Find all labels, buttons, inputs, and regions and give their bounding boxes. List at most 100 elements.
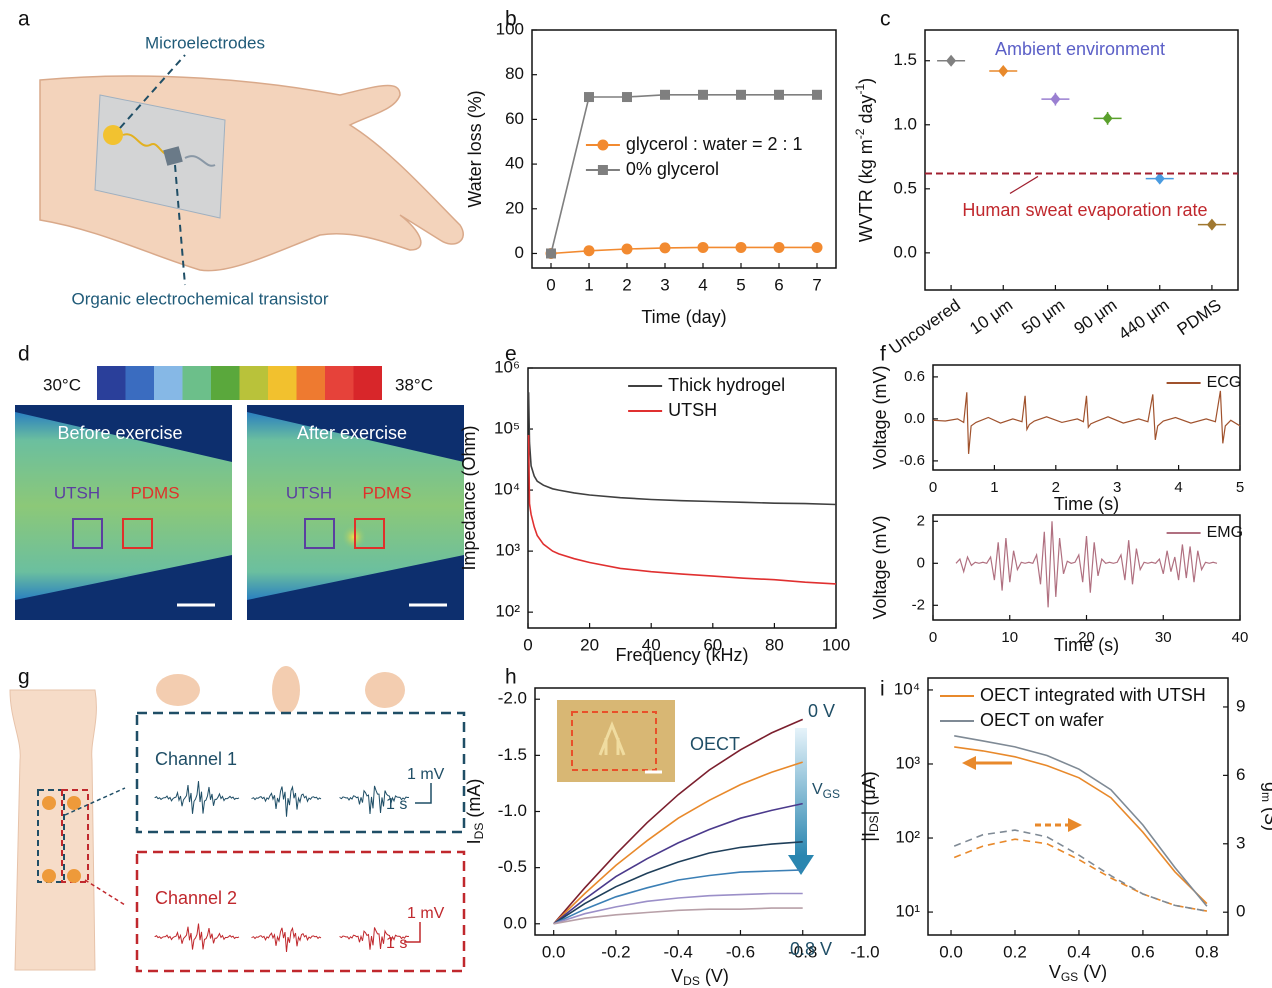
channel-title: Channel 1 bbox=[155, 749, 237, 769]
x-tick-label: 4 bbox=[1174, 479, 1182, 496]
colorbar-swatch bbox=[297, 366, 326, 400]
point bbox=[622, 244, 633, 255]
y-tick-label: -2 bbox=[912, 596, 925, 613]
series-line bbox=[554, 870, 803, 924]
label-part: V bbox=[1049, 962, 1061, 982]
x-tick-label: 0 bbox=[523, 635, 532, 654]
x-tick-label: 40 bbox=[1232, 629, 1249, 646]
x-axis-label: Time (s) bbox=[1054, 635, 1119, 655]
x-tick-label: 5 bbox=[1236, 479, 1244, 496]
y-axis-label: IDS (mA) bbox=[464, 779, 486, 845]
series-line bbox=[954, 830, 1207, 911]
electrode bbox=[42, 796, 56, 810]
label-part: V bbox=[812, 781, 823, 798]
x-tick-label: 4 bbox=[698, 275, 707, 294]
y-tick-label: 10⁴ bbox=[494, 480, 520, 499]
image-title: After exercise bbox=[297, 423, 407, 443]
y-tick-label: 10² bbox=[895, 828, 920, 847]
gesture-icon bbox=[272, 666, 300, 714]
x-tick-label: 0.0 bbox=[542, 942, 566, 961]
point bbox=[584, 92, 594, 102]
y-tick-label: -1.0 bbox=[498, 801, 527, 820]
point bbox=[812, 90, 822, 100]
x-tick-label: 0.6 bbox=[1131, 942, 1155, 961]
label-part: GS bbox=[1061, 970, 1078, 984]
panel-label: a bbox=[18, 8, 30, 31]
colorbar-label: 38°C bbox=[395, 375, 433, 394]
y-tick-label: 10⁴ bbox=[894, 679, 920, 698]
x-tick-label: 10 bbox=[1001, 629, 1018, 646]
legend-marker bbox=[598, 165, 608, 175]
x-tick-label: 1 bbox=[584, 275, 593, 294]
y-tick-label: 80 bbox=[505, 64, 524, 83]
vgs-arrow bbox=[795, 728, 807, 856]
y-tick-label: 0.0 bbox=[503, 913, 527, 932]
annotation: 0 V bbox=[808, 701, 835, 721]
label-part: GS bbox=[823, 787, 840, 801]
label-part: |I bbox=[859, 832, 879, 842]
legend-label: OECT integrated with UTSH bbox=[980, 685, 1206, 705]
legend-label: OECT on wafer bbox=[980, 710, 1104, 730]
point bbox=[774, 90, 784, 100]
y2-tick-label: 9 bbox=[1236, 696, 1245, 715]
annotation: 0.8 V bbox=[790, 939, 832, 959]
label-part: DS bbox=[683, 974, 700, 988]
x-tick-label: 0 bbox=[929, 629, 937, 646]
panel-label: c bbox=[880, 8, 891, 31]
electrode bbox=[42, 869, 56, 883]
x-axis-label: VGS (V) bbox=[1049, 962, 1107, 984]
x-tick-label: Uncovered bbox=[886, 295, 964, 358]
y2-axis-label: gm (S) bbox=[1259, 782, 1272, 831]
y-axis-label: Voltage (mV) bbox=[870, 365, 890, 469]
panel-label: f bbox=[880, 343, 886, 366]
y-tick-label: 10² bbox=[495, 602, 520, 621]
x-tick-label: 20 bbox=[580, 635, 599, 654]
x-axis-label: Time (s) bbox=[1054, 494, 1119, 514]
illustration-a: Microelectrodes Organic electrochemical … bbox=[40, 33, 463, 308]
point bbox=[622, 92, 632, 102]
x-tick-label: 5 bbox=[736, 275, 745, 294]
vgs-arrowhead bbox=[788, 855, 814, 875]
axis-arrows bbox=[962, 756, 1082, 832]
panel-label: d bbox=[18, 343, 30, 366]
y-tick-label: -1.5 bbox=[498, 745, 527, 764]
y-tick-label: 0.6 bbox=[904, 368, 925, 385]
y-axis-label: |IDS| (μA) bbox=[859, 771, 881, 841]
point bbox=[1050, 93, 1060, 105]
label-part: g bbox=[1261, 782, 1272, 792]
x-tick-label: 1 bbox=[990, 479, 998, 496]
image-title: Before exercise bbox=[57, 423, 182, 443]
y-tick-label: 40 bbox=[505, 154, 524, 173]
y-tick-label: 100 bbox=[496, 19, 524, 38]
y2-tick-label: 6 bbox=[1236, 765, 1245, 784]
y-tick-label: -0.5 bbox=[498, 857, 527, 876]
point bbox=[1103, 112, 1113, 124]
colorbar-swatch bbox=[126, 366, 155, 400]
scale-amplitude: 1 mV bbox=[407, 905, 445, 922]
legend-marker bbox=[597, 140, 608, 151]
label-part: (S) bbox=[1261, 802, 1272, 831]
x-axis-label: Time (day) bbox=[641, 307, 726, 327]
x-tick-label: 7 bbox=[812, 275, 821, 294]
y-tick-label: 0 bbox=[515, 243, 524, 262]
legend-label: UTSH bbox=[668, 400, 717, 420]
label-part: -2 bbox=[853, 128, 867, 139]
point bbox=[736, 242, 747, 253]
y2-tick-label: 0 bbox=[1236, 902, 1245, 921]
panel-label: h bbox=[505, 666, 517, 689]
label-part: | (μA) bbox=[859, 771, 879, 815]
label-part: day bbox=[856, 94, 876, 128]
colorbar-swatch bbox=[354, 366, 383, 400]
series-line bbox=[554, 908, 803, 924]
x-tick-label: 2 bbox=[622, 275, 631, 294]
annotation: Ambient environment bbox=[995, 39, 1165, 59]
x-tick-label: 6 bbox=[774, 275, 783, 294]
arrow-label: VGS bbox=[812, 781, 840, 801]
label-part: WVTR (kg m bbox=[856, 139, 876, 242]
legend-label: ECG bbox=[1207, 374, 1242, 391]
x-tick-label: -0.2 bbox=[601, 942, 630, 961]
label-part: m bbox=[1259, 792, 1272, 802]
x-tick-label: 30 bbox=[1155, 629, 1172, 646]
box-label: PDMS bbox=[130, 483, 179, 502]
plot-frame bbox=[933, 365, 1240, 470]
